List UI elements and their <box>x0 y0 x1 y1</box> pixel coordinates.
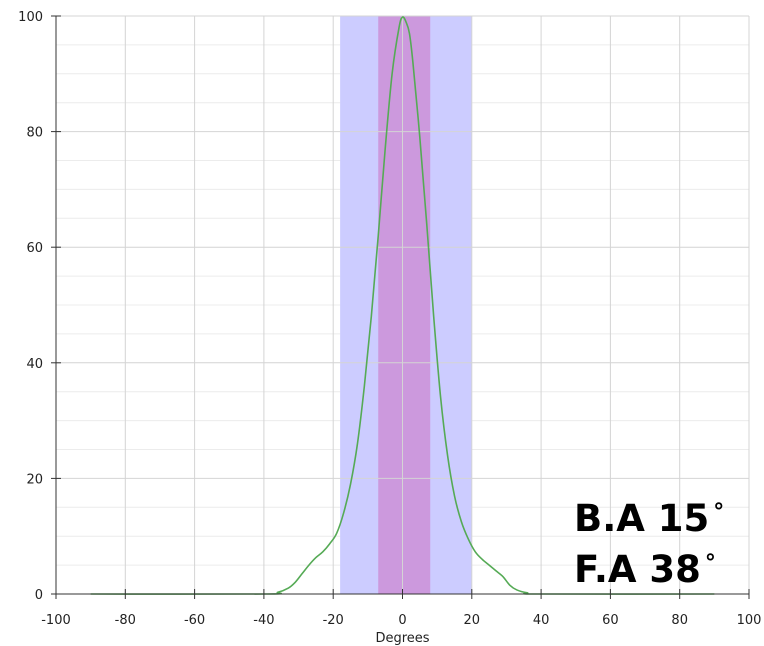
series-line-0 <box>90 16 715 595</box>
field-angle-degree-symbol: ° <box>704 551 716 576</box>
beam-angle-label: B.A 15 <box>574 497 710 540</box>
field-angle-annotation: F.A 38 ° <box>574 551 716 588</box>
x-tick-label: -40 <box>253 613 274 628</box>
y-tick-label: 20 <box>26 472 43 487</box>
x-tick-label: 60 <box>602 613 619 628</box>
y-axis-ticks: 0 20 40 60 80 100 <box>18 10 61 603</box>
angle-bands <box>340 16 472 594</box>
beam-angle-degree-symbol: ° <box>713 500 725 525</box>
beam-angle-annotation: B.A 15 ° <box>574 500 724 537</box>
field-angle-label: F.A 38 <box>574 548 701 591</box>
y-tick-label: 100 <box>18 10 43 25</box>
x-tick-label: 0 <box>398 613 406 628</box>
x-axis-ticks: -100 -80 -60 -40 -20 0 20 40 60 80 100 <box>41 589 761 628</box>
x-tick-label: 20 <box>464 613 481 628</box>
y-tick-label: 0 <box>35 588 43 603</box>
x-tick-label: 80 <box>671 613 688 628</box>
x-axis-title: Degrees <box>375 631 429 646</box>
x-tick-label: -80 <box>115 613 136 628</box>
x-tick-label: 40 <box>533 613 550 628</box>
y-tick-label: 60 <box>26 241 43 256</box>
y-tick-label: 40 <box>26 357 43 372</box>
x-tick-label: -100 <box>41 613 71 628</box>
x-tick-label: -20 <box>323 613 344 628</box>
major-grid <box>56 15 750 594</box>
x-tick-label: -60 <box>184 613 205 628</box>
series-layer <box>90 16 715 595</box>
angle-band-ba <box>378 16 431 594</box>
x-tick-label: 100 <box>737 613 762 628</box>
y-tick-label: 80 <box>26 126 43 141</box>
